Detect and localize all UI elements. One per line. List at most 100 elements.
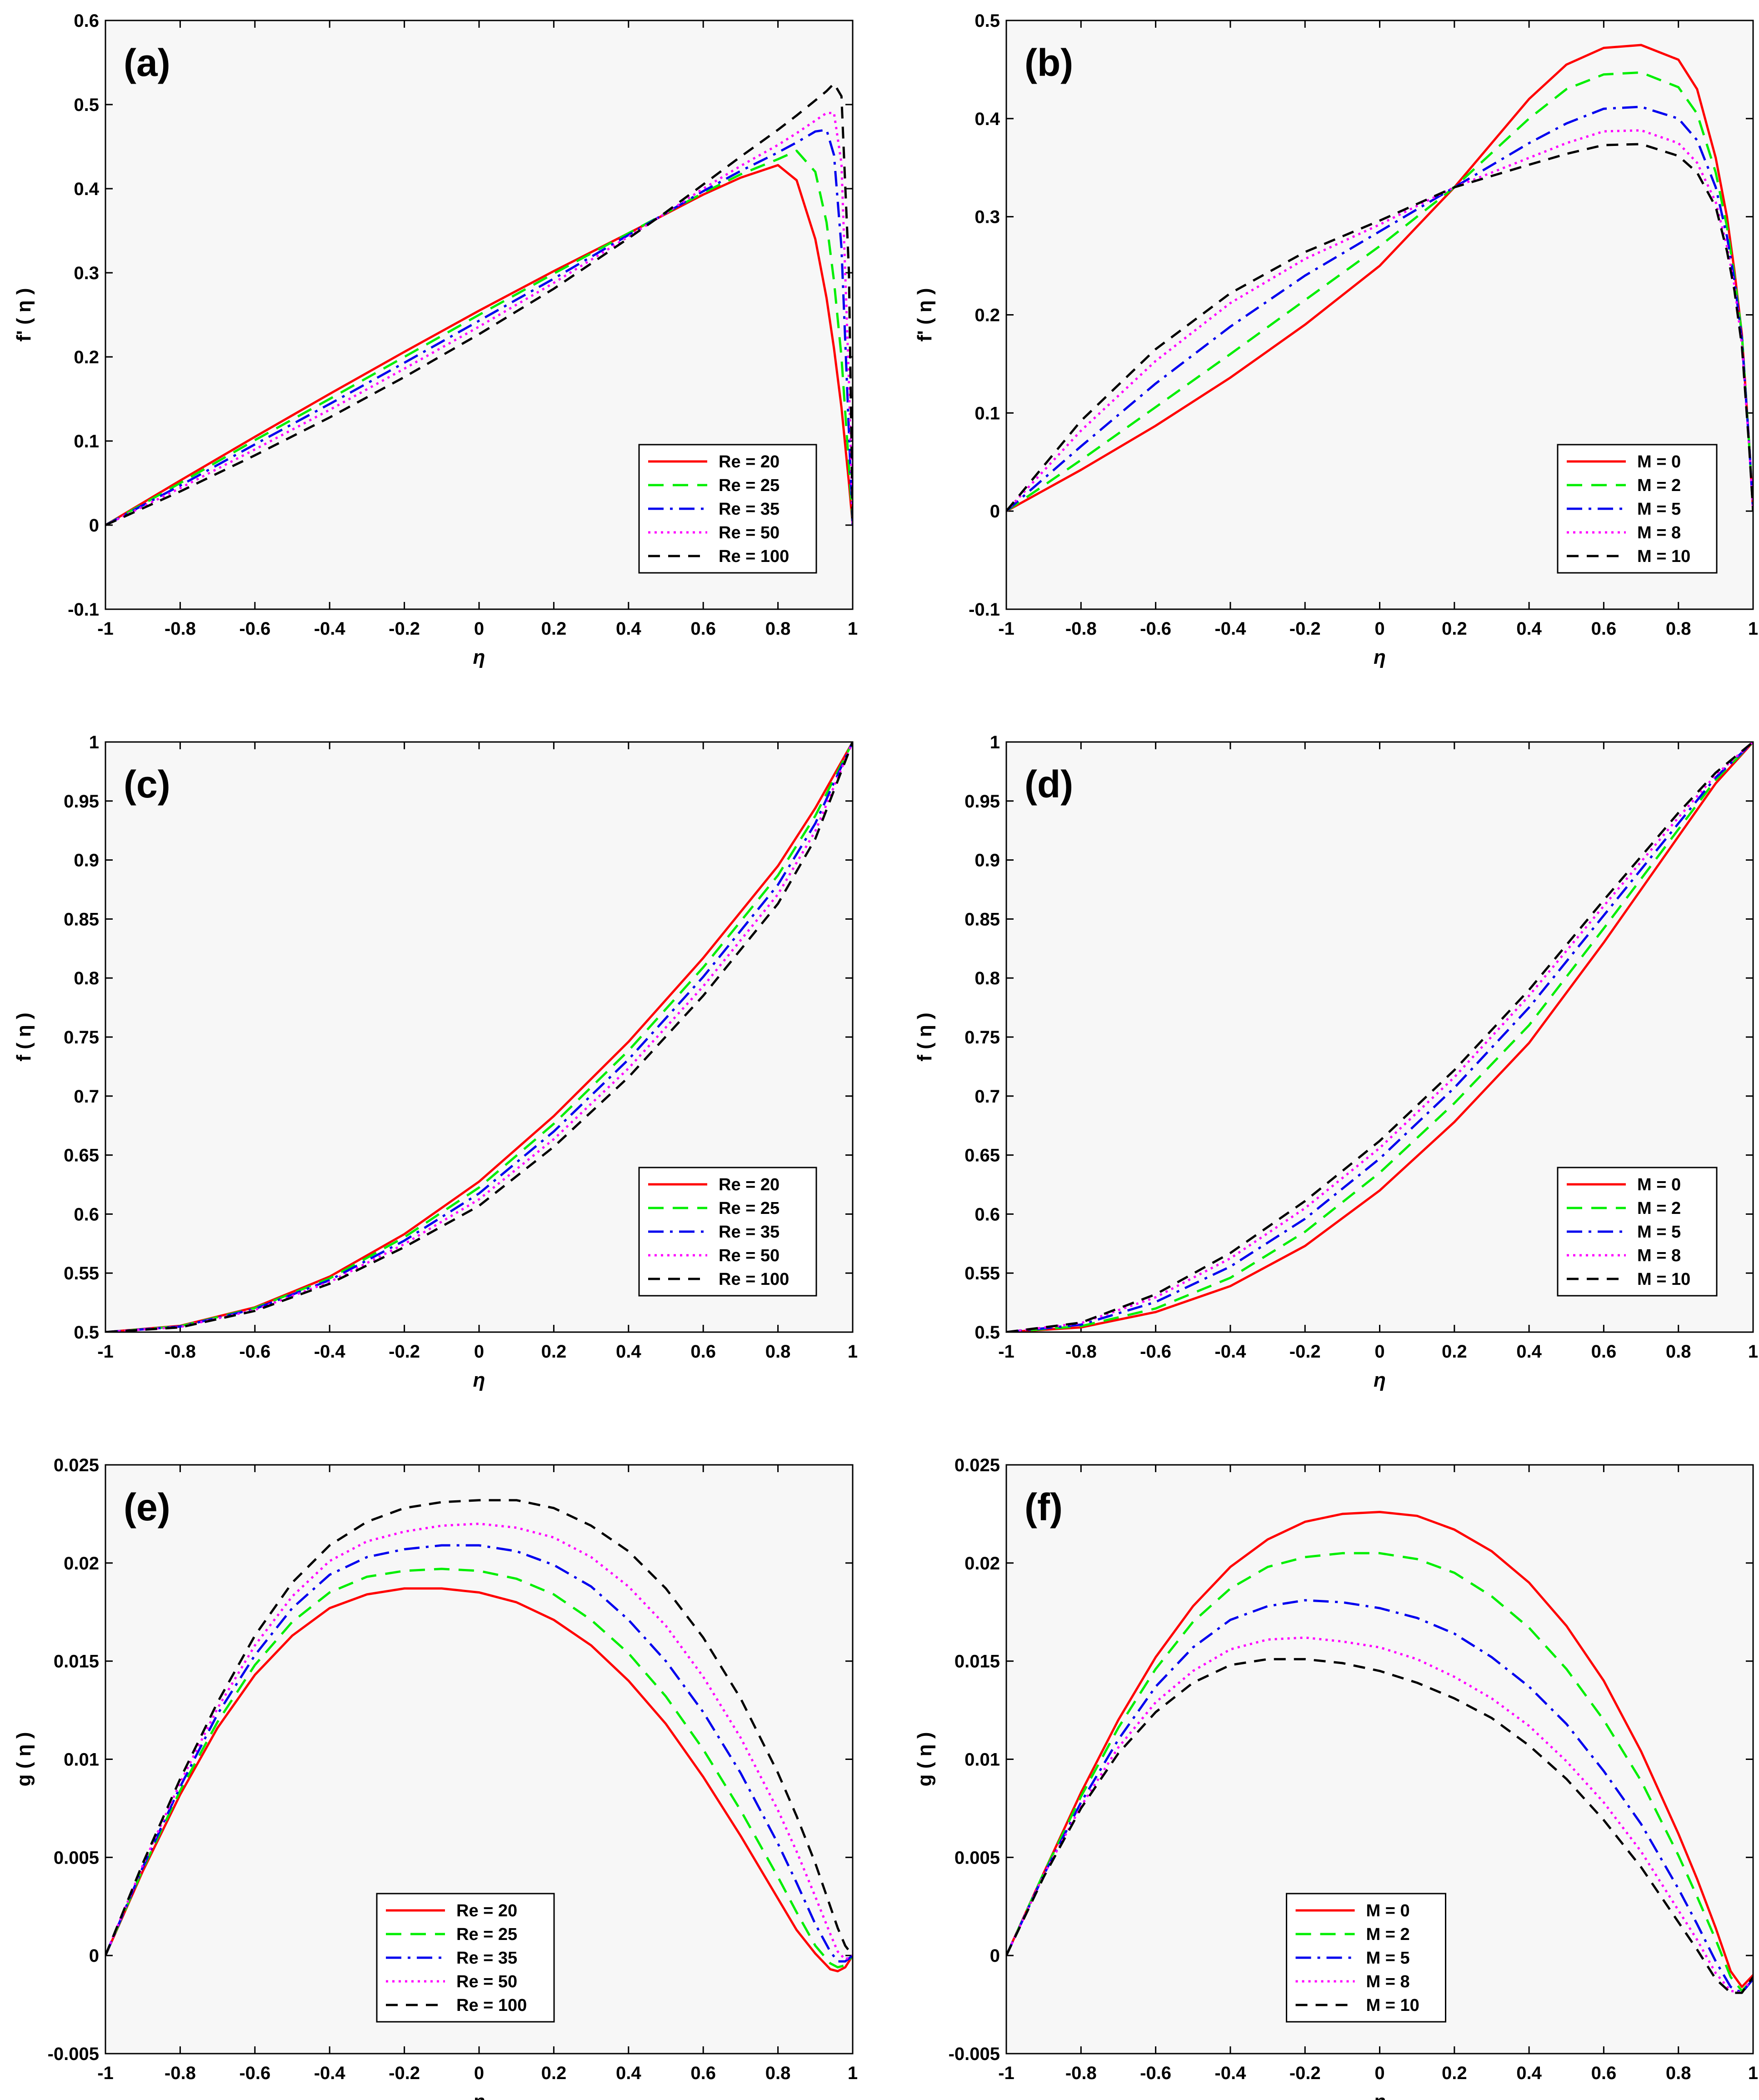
x-tick-label: 0 <box>474 1342 484 1362</box>
legend-entry-4: Re = 50 <box>719 523 780 542</box>
series-group <box>1006 742 1753 1332</box>
y-tick-label: 0.005 <box>954 1848 1000 1868</box>
x-tick-label: 1 <box>848 2063 858 2083</box>
legend: M = 0 M = 2 M = 5 M = 8 M = 10 <box>1286 1893 1446 2023</box>
plot-frame <box>1005 1464 1754 2055</box>
x-tick-label: 0.6 <box>1591 2063 1617 2083</box>
panel-label: (a) <box>124 41 170 84</box>
series-line-3 <box>105 742 853 1332</box>
y-tick-label: 0.6 <box>74 1204 99 1224</box>
legend-entry-4: M = 8 <box>1366 1972 1410 1991</box>
x-tick-label: 0.4 <box>616 619 641 639</box>
y-tick-label: 1 <box>990 732 1000 752</box>
x-tick-label: 0.2 <box>541 2063 567 2083</box>
x-tick-label: -0.2 <box>389 2063 420 2083</box>
legend-entry-2: M = 2 <box>1637 1199 1681 1218</box>
x-tick-label: 0.8 <box>1666 1342 1691 1362</box>
y-tick-label: 0.1 <box>974 403 1000 423</box>
legend-entry-1: M = 0 <box>1637 452 1681 471</box>
x-tick-label: 0.4 <box>616 1342 641 1362</box>
x-tick-label: 0.2 <box>541 619 567 639</box>
series-line-1 <box>105 1587 853 1973</box>
plot-frame <box>1005 741 1754 1333</box>
plot-frame <box>1005 20 1754 610</box>
legend-entry-2: M = 2 <box>1366 1925 1410 1944</box>
legend-box <box>638 1167 817 1297</box>
y-tick-label: -0.005 <box>949 2044 1000 2064</box>
y-tick-label: -0.1 <box>68 600 99 620</box>
x-tick-label: -1 <box>998 2063 1014 2083</box>
y-tick-label: 0.7 <box>974 1087 1000 1107</box>
legend-entry-1: Re = 20 <box>719 452 780 471</box>
x-tick-label: -0.4 <box>314 1342 346 1362</box>
legend-entry-2: Re = 25 <box>719 1199 780 1218</box>
legend-entry-2: M = 2 <box>1637 476 1681 495</box>
plot-frame <box>105 1464 854 2055</box>
y-tick-label: 0.5 <box>74 1323 99 1343</box>
y-tick-label: 0.1 <box>74 431 99 451</box>
y-tick-label: 0.3 <box>74 263 99 283</box>
series-line-5 <box>1006 742 1753 1332</box>
legend-entry-1: Re = 20 <box>456 1901 517 1920</box>
x-tick-label: 0.2 <box>1442 619 1467 639</box>
y-tick-label: 0.55 <box>964 1263 1000 1283</box>
y-tick-label: 0.02 <box>64 1554 99 1574</box>
x-tick-label: -0.4 <box>1214 1342 1246 1362</box>
panel-label: (e) <box>124 1486 170 1529</box>
series-line-3 <box>1006 1599 1753 1994</box>
y-tick-label: 0.55 <box>64 1263 99 1283</box>
legend-box <box>1286 1893 1446 2023</box>
legend-entry-1: Re = 20 <box>719 1175 780 1194</box>
legend-box <box>1557 444 1718 574</box>
x-tick-label: 0 <box>1374 1342 1384 1362</box>
legend-entry-4: Re = 50 <box>719 1246 780 1265</box>
x-tick-label: 0.6 <box>690 2063 716 2083</box>
x-tick-label: -0.8 <box>165 2063 196 2083</box>
x-tick-label: -0.8 <box>165 1342 196 1362</box>
x-tick-label: -0.6 <box>1140 1342 1171 1362</box>
x-tick-label: 0.6 <box>690 619 716 639</box>
x-tick-label: -0.6 <box>239 2063 270 2083</box>
x-tick-label: -0.8 <box>1065 619 1097 639</box>
y-tick-label: 0.01 <box>964 1750 1000 1770</box>
x-tick-label: 0.8 <box>765 2063 791 2083</box>
y-tick-label: 0.4 <box>974 109 1000 129</box>
y-tick-label: 0.015 <box>954 1652 1000 1672</box>
y-tick-label: 0.85 <box>964 909 1000 929</box>
legend-entry-4: M = 8 <box>1637 523 1681 542</box>
x-tick-label: -0.8 <box>1065 2063 1097 2083</box>
y-tick-label: 0.02 <box>964 1554 1000 1574</box>
x-tick-label: 0 <box>474 2063 484 2083</box>
y-tick-label: 0.5 <box>974 1323 1000 1343</box>
series-line-4 <box>1006 129 1753 512</box>
legend-box <box>1557 1167 1718 1297</box>
y-tick-label: 0.85 <box>64 909 99 929</box>
y-tick-label: 0.005 <box>54 1848 99 1868</box>
legend-entry-3: Re = 35 <box>456 1949 517 1968</box>
y-tick-label: -0.1 <box>969 600 1000 620</box>
legend: Re = 20 Re = 25 Re = 35 Re = 50 Re = 100 <box>638 444 817 574</box>
series-line-5 <box>105 1499 853 1956</box>
x-tick-label: 0 <box>1374 619 1384 639</box>
x-tick-label: -0.2 <box>389 619 420 639</box>
x-tick-label: 0.4 <box>1516 1342 1542 1362</box>
x-axis-label: η <box>473 2090 485 2100</box>
x-tick-label: 0.6 <box>690 1342 716 1362</box>
legend-entry-3: M = 5 <box>1637 500 1681 519</box>
series-line-2 <box>105 742 853 1332</box>
legend-entry-5: M = 10 <box>1637 1270 1690 1289</box>
x-tick-label: -0.2 <box>1289 2063 1321 2083</box>
legend-entry-5: Re = 100 <box>456 1996 527 2015</box>
legend: Re = 20 Re = 25 Re = 35 Re = 50 Re = 100 <box>376 1893 555 2023</box>
x-tick-label: -0.4 <box>1214 619 1246 639</box>
series-line-4 <box>105 1523 853 1961</box>
legend-entry-3: Re = 35 <box>719 1223 780 1242</box>
y-tick-label: 0.65 <box>64 1146 99 1166</box>
chart-panel-4: -1 -0.8 -0.6 -0.4 -0.2 0 0.2 0.4 0.6 0.8 1 0.5 0.55 0… <box>914 732 1758 1391</box>
x-axis-label: η <box>1374 1369 1386 1391</box>
y-tick-label: 0.9 <box>74 851 99 871</box>
y-tick-label: 0 <box>990 1946 1000 1966</box>
y-axis-label: g ( η ) <box>13 1732 35 1787</box>
y-tick-label: 0.7 <box>74 1087 99 1107</box>
legend-entry-5: Re = 100 <box>719 547 789 566</box>
